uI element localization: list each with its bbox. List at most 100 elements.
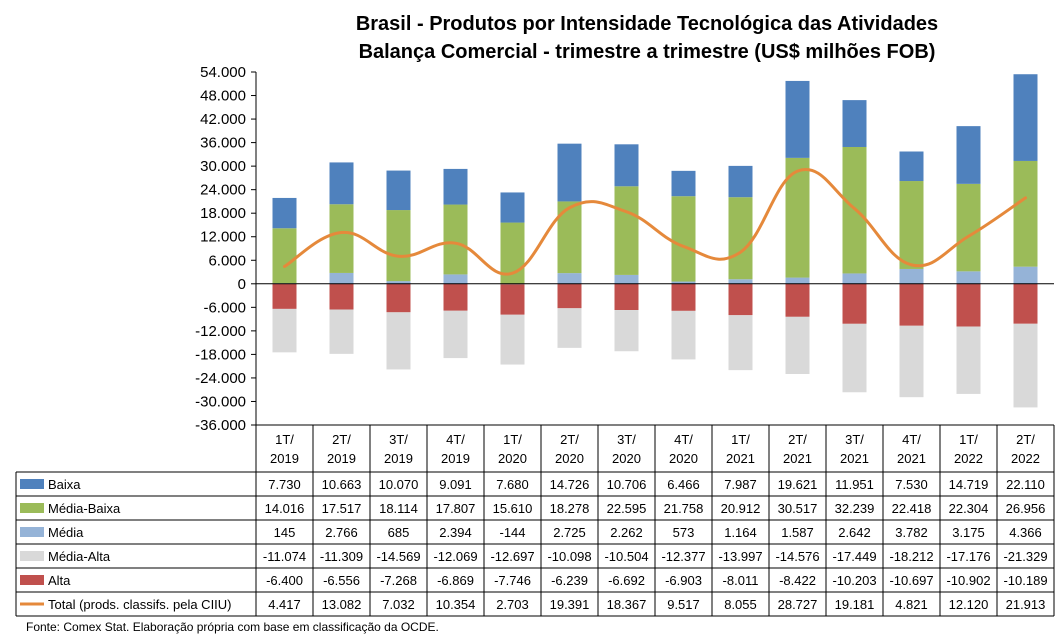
bar-baixa-11 — [842, 100, 867, 147]
table-cell: 26.956 — [1006, 501, 1046, 516]
table-cell: -6.400 — [266, 573, 303, 588]
bar-baixa-12 — [899, 151, 924, 182]
category-label: 4T/ — [902, 432, 921, 447]
table-cell: 7.032 — [382, 597, 415, 612]
bar-m-dia-alta-4 — [443, 310, 468, 359]
y-axis: -36.000 -30.000 -24.000 -18.000 -12.000 -6.00… — [195, 64, 257, 434]
bar-m-dia-alta-11 — [842, 323, 867, 393]
table-cell: 22.595 — [607, 501, 647, 516]
category-label: 2021 — [840, 451, 869, 466]
bar-m-dia-alta-8 — [671, 310, 696, 360]
bar-baixa-13 — [956, 126, 981, 184]
bar-m-dia-7 — [614, 274, 639, 284]
category-label: 2021 — [726, 451, 755, 466]
bar-alta-4 — [443, 283, 468, 311]
bar-alta-12 — [899, 283, 924, 326]
bar-baixa-4 — [443, 168, 468, 205]
table-cell: 15.610 — [493, 501, 533, 516]
table-cell: 1.587 — [781, 525, 814, 540]
category-label: 2T/ — [1016, 432, 1035, 447]
category-label: 4T/ — [446, 432, 465, 447]
table-cell: 18.114 — [379, 501, 418, 516]
table-cell: 2.642 — [838, 525, 871, 540]
category-label: 2019 — [441, 451, 470, 466]
table-cell: -10.203 — [832, 573, 876, 588]
table-cell: 2.703 — [496, 597, 529, 612]
bar-alta-14 — [1013, 283, 1038, 324]
table-cell: -17.176 — [946, 549, 990, 564]
table-cell: 10.663 — [322, 477, 362, 492]
table-cell: -21.329 — [1003, 549, 1047, 564]
table-cell: 17.807 — [436, 501, 476, 516]
category-label: 2T/ — [560, 432, 579, 447]
bar-baixa-9 — [728, 165, 753, 198]
bar-m-dia-3 — [386, 281, 411, 284]
bar-m-dia-13 — [956, 271, 981, 284]
category-label: 4T/ — [674, 432, 693, 447]
bar-alta-10 — [785, 283, 810, 317]
bar-m-dia-9 — [728, 279, 753, 284]
bar-m-dia-baixa-9 — [728, 197, 753, 280]
series-label: Média-Baixa — [48, 501, 121, 516]
table-cell: 22.418 — [892, 501, 932, 516]
legend-key-4 — [20, 551, 44, 561]
bar-m-dia-baixa-14 — [1013, 160, 1038, 267]
y-tick-label: 48.000 — [200, 88, 246, 105]
bar-m-dia-4 — [443, 274, 468, 284]
table-cell: 17.517 — [322, 501, 362, 516]
category-label: 2021 — [783, 451, 812, 466]
table-cell: 14.719 — [949, 477, 989, 492]
y-tick-label: 36.000 — [200, 135, 246, 152]
table-cell: 4.821 — [895, 597, 928, 612]
table-cell: 573 — [673, 525, 695, 540]
bar-m-dia-baixa-7 — [614, 186, 639, 275]
table-cell: 7.730 — [268, 477, 301, 492]
bar-m-dia-baixa-1 — [272, 228, 297, 284]
series-label: Total (prods. classifs. pela CIIU) — [48, 597, 232, 612]
bar-m-dia-6 — [557, 273, 582, 284]
title-line-1: Brasil - Produtos por Intensidade Tecnol… — [356, 13, 938, 35]
series-label: Média-Alta — [48, 549, 111, 564]
table-cell: 2.394 — [439, 525, 472, 540]
table-cell: -17.449 — [832, 549, 876, 564]
series-label: Baixa — [48, 477, 81, 492]
legend-key-5 — [20, 575, 44, 585]
bar-alta-7 — [614, 283, 639, 311]
bar-baixa-2 — [329, 162, 354, 205]
category-label: 2022 — [1011, 451, 1040, 466]
bar-m-dia-alta-2 — [329, 309, 354, 354]
table-cell: 145 — [274, 525, 296, 540]
table-cell: -10.189 — [1003, 573, 1047, 588]
table-cell: -7.746 — [494, 573, 531, 588]
table-cell: 21.758 — [664, 501, 704, 516]
table-cell: 1.164 — [724, 525, 757, 540]
table-cell: -12.069 — [433, 549, 477, 564]
bar-m-dia-baixa-2 — [329, 204, 354, 273]
bar-alta-1 — [272, 283, 297, 309]
table-cell: -12.377 — [661, 549, 705, 564]
category-label: 2020 — [498, 451, 527, 466]
y-tick-label: 54.000 — [200, 64, 246, 81]
category-label: 2022 — [954, 451, 983, 466]
table-cell: -10.098 — [547, 549, 591, 564]
table-cell: 4.366 — [1009, 525, 1042, 540]
total-line — [283, 168, 1027, 276]
bar-m-dia-alta-7 — [614, 310, 639, 352]
table-cell: 19.181 — [835, 597, 875, 612]
table-cell: 2.262 — [610, 525, 643, 540]
title-line-2: Balança Comercial - trimestre a trimestr… — [359, 41, 936, 63]
category-label: 2020 — [669, 451, 698, 466]
bar-alta-3 — [386, 283, 411, 313]
bar-m-dia-alta-12 — [899, 325, 924, 398]
table-cell: 18.367 — [607, 597, 647, 612]
series-label: Alta — [48, 573, 71, 588]
table-cell: 22.110 — [1006, 477, 1045, 492]
table-cell: -13.997 — [718, 549, 762, 564]
table-cell: -12.697 — [490, 549, 534, 564]
category-label: 3T/ — [845, 432, 864, 447]
category-label: 2020 — [612, 451, 641, 466]
category-label: 2T/ — [788, 432, 807, 447]
bar-m-dia-8 — [671, 281, 696, 284]
y-tick-label: -12.000 — [195, 323, 246, 340]
